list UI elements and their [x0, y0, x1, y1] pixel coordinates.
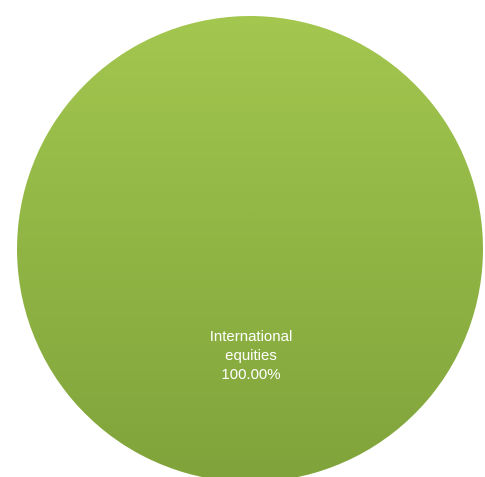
- pie-slice: [17, 16, 483, 477]
- pie-slice-label: International equities 100.00%: [210, 328, 293, 383]
- pie-slice-category-line: equities: [225, 347, 277, 364]
- pie-slice-category-line: International: [210, 328, 293, 345]
- pie-labels: International equities 100.00%: [210, 328, 293, 383]
- pie-slices: [17, 16, 483, 477]
- pie-slice-percent: 100.00%: [221, 366, 280, 383]
